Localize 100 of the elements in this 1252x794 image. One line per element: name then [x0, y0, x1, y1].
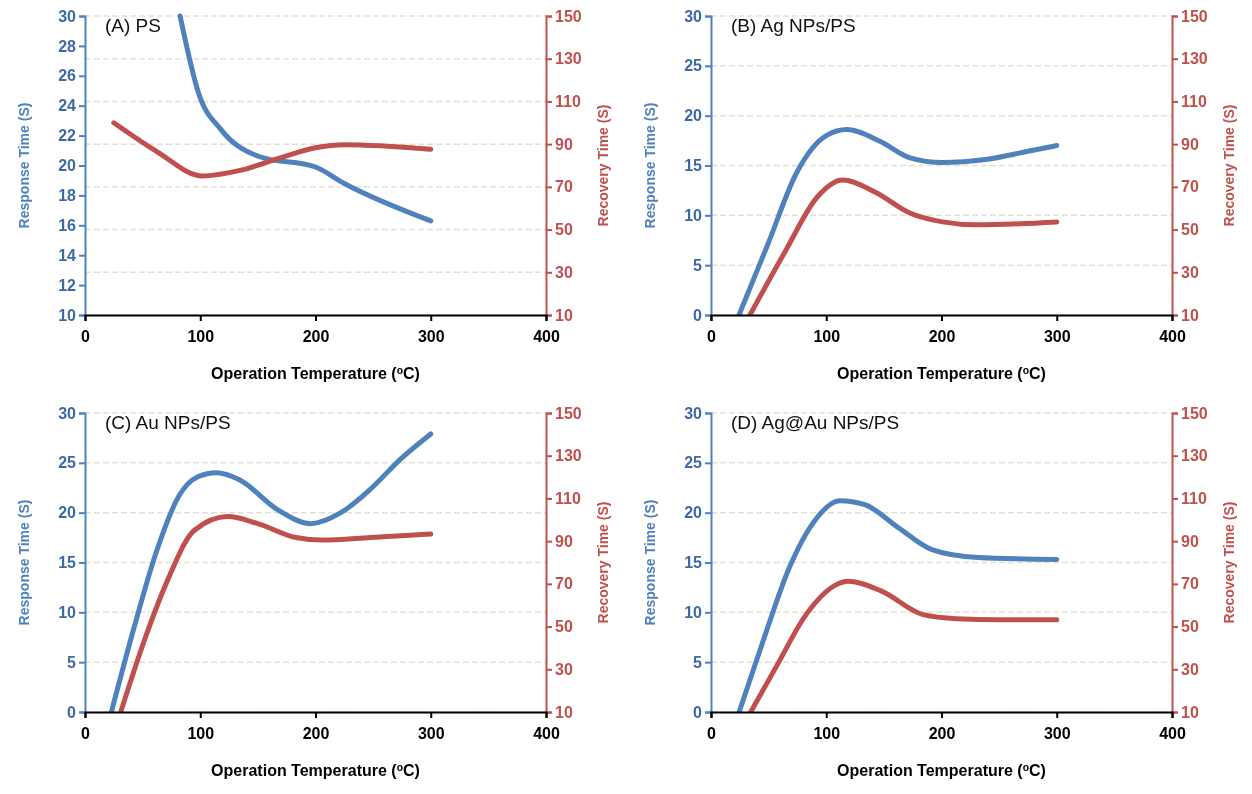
- y2-tick-label: 90: [1181, 532, 1199, 550]
- y2-tick-label: 90: [555, 135, 573, 153]
- y2-tick-label: 70: [1181, 178, 1199, 196]
- x-tick-label: 200: [928, 327, 956, 345]
- y2-tick-label: 10: [1181, 703, 1199, 721]
- x-axis-title: Operation Temperature ($^{o}$C): [837, 761, 1046, 779]
- y-tick-label: 30: [58, 7, 77, 25]
- y2-axis-title: Recovery Time (S): [595, 501, 611, 624]
- y-tick-label: 10: [58, 603, 77, 621]
- y2-axis-title: Recovery Time (S): [1221, 104, 1237, 227]
- y-tick-label: 10: [684, 206, 703, 224]
- x-tick-label: 300: [1043, 724, 1071, 742]
- x-tick-label: 100: [187, 327, 215, 345]
- y-tick-label: 0: [693, 703, 703, 721]
- y2-tick-label: 30: [555, 263, 573, 281]
- y-axis-title: Response Time (S): [16, 499, 32, 626]
- x-tick-label: 200: [928, 724, 956, 742]
- y2-tick-label: 10: [555, 703, 573, 721]
- x-tick-label: 300: [417, 327, 445, 345]
- y2-tick-label: 130: [555, 447, 582, 465]
- y2-tick-label: 30: [555, 660, 573, 678]
- y2-tick-label: 10: [1181, 306, 1199, 324]
- y-tick-label: 18: [58, 187, 77, 205]
- x-axis-title: Operation Temperature ($^{o}$C): [837, 364, 1046, 382]
- y2-axis-title: Recovery Time (S): [595, 104, 611, 227]
- x-tick-label: 0: [707, 724, 717, 742]
- y-tick-label: 12: [58, 276, 77, 294]
- y2-tick-label: 110: [1181, 93, 1207, 111]
- x-tick-label: 0: [81, 327, 91, 345]
- x-tick-label: 200: [302, 327, 330, 345]
- y2-tick-label: 110: [1181, 490, 1207, 508]
- x-tick-label: 100: [813, 724, 841, 742]
- y2-tick-label: 130: [1181, 447, 1208, 465]
- y-tick-label: 10: [684, 603, 703, 621]
- y2-tick-label: 150: [555, 404, 582, 422]
- y-tick-label: 22: [58, 127, 77, 145]
- y-tick-label: 5: [67, 653, 77, 671]
- y-tick-label: 20: [58, 157, 77, 175]
- y-tick-label: 14: [58, 246, 77, 264]
- y2-tick-label: 150: [1181, 404, 1208, 422]
- y-tick-label: 0: [693, 306, 703, 324]
- y-axis-title: Response Time (S): [16, 102, 32, 229]
- y-tick-label: 15: [684, 157, 703, 175]
- chart-title: (C) Au NPs/PS: [105, 412, 231, 433]
- x-tick-label: 0: [81, 724, 91, 742]
- x-tick-label: 400: [1159, 327, 1186, 345]
- y2-tick-label: 50: [555, 618, 573, 636]
- y-tick-label: 5: [693, 653, 703, 671]
- x-tick-label: 300: [1043, 327, 1071, 345]
- y-axis-title: Response Time (S): [642, 499, 658, 626]
- y2-tick-label: 130: [555, 50, 582, 68]
- y-tick-label: 28: [58, 37, 77, 55]
- y2-tick-label: 50: [1181, 618, 1199, 636]
- x-tick-label: 200: [302, 724, 330, 742]
- x-tick-label: 0: [707, 327, 717, 345]
- y2-tick-label: 130: [1181, 50, 1208, 68]
- y2-tick-label: 70: [555, 178, 573, 196]
- y2-tick-label: 90: [555, 532, 573, 550]
- y-tick-label: 30: [684, 404, 703, 422]
- y-tick-label: 20: [684, 504, 703, 522]
- y-tick-label: 26: [58, 67, 77, 85]
- y2-tick-label: 150: [1181, 7, 1208, 25]
- y2-tick-label: 70: [1181, 575, 1199, 593]
- y-tick-label: 16: [58, 216, 77, 234]
- y-tick-label: 25: [684, 454, 703, 472]
- y-tick-label: 0: [67, 703, 77, 721]
- y-tick-label: 30: [684, 7, 703, 25]
- y-tick-label: 20: [684, 107, 703, 125]
- y-tick-label: 15: [58, 554, 77, 572]
- x-tick-label: 400: [533, 327, 560, 345]
- chart-title: (B) Ag NPs/PS: [731, 15, 856, 36]
- x-axis-title: Operation Temperature ($^{o}$C): [211, 364, 420, 382]
- y2-axis-title: Recovery Time (S): [1221, 501, 1237, 624]
- y-tick-label: 20: [58, 504, 77, 522]
- y2-tick-label: 70: [555, 575, 573, 593]
- y2-tick-label: 30: [1181, 263, 1199, 281]
- y-tick-label: 25: [58, 454, 77, 472]
- y-tick-label: 30: [58, 404, 77, 422]
- y2-tick-label: 30: [1181, 660, 1199, 678]
- y2-tick-label: 50: [1181, 221, 1199, 239]
- x-axis-title: Operation Temperature ($^{o}$C): [211, 761, 420, 779]
- y-tick-label: 10: [58, 306, 77, 324]
- y-axis-title: Response Time (S): [642, 102, 658, 229]
- y2-tick-label: 90: [1181, 135, 1199, 153]
- y-tick-label: 15: [684, 554, 703, 572]
- x-tick-label: 400: [533, 724, 560, 742]
- x-tick-label: 100: [187, 724, 215, 742]
- y2-tick-label: 10: [555, 306, 573, 324]
- chart-title: (A) PS: [105, 15, 161, 36]
- y2-tick-label: 110: [555, 490, 581, 508]
- x-tick-label: 300: [417, 724, 445, 742]
- y2-tick-label: 50: [555, 221, 573, 239]
- y-tick-label: 25: [684, 57, 703, 75]
- x-tick-label: 400: [1159, 724, 1186, 742]
- y2-tick-label: 110: [555, 93, 581, 111]
- x-tick-label: 100: [813, 327, 841, 345]
- y-tick-label: 24: [58, 97, 77, 115]
- chart-title: (D) Ag@Au NPs/PS: [731, 412, 900, 433]
- y-tick-label: 5: [693, 256, 703, 274]
- y2-tick-label: 150: [555, 7, 582, 25]
